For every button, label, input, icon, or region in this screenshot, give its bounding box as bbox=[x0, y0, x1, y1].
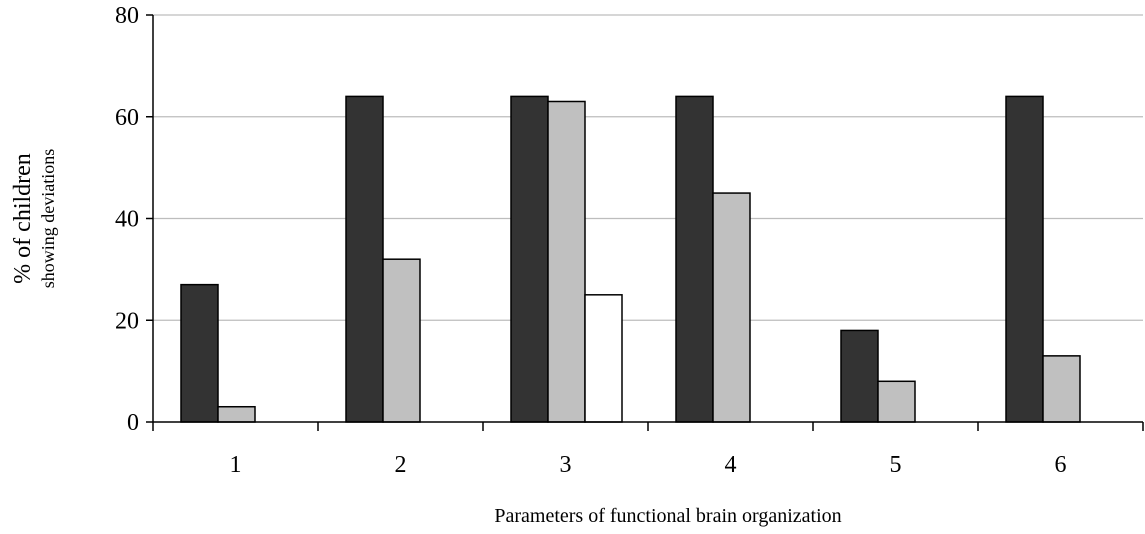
y-tick-label: 80 bbox=[115, 3, 139, 29]
x-tick-label: 5 bbox=[890, 452, 902, 478]
x-tick-label: 3 bbox=[560, 452, 572, 478]
x-tick-label: 4 bbox=[725, 452, 737, 478]
bar-series1-cat5 bbox=[840, 329, 879, 423]
y-axis-title-sub: showing deviations bbox=[38, 149, 58, 289]
gridlines bbox=[153, 14, 1143, 321]
y-tick-label: 0 bbox=[127, 410, 139, 436]
y-tick-label: 40 bbox=[115, 207, 139, 233]
bar-series1-cat1 bbox=[180, 283, 219, 423]
bar-series1-cat2 bbox=[345, 95, 384, 423]
bar-series2-cat2 bbox=[382, 258, 421, 423]
bar-series1-cat6 bbox=[1005, 95, 1044, 423]
x-tick-label: 1 bbox=[230, 452, 242, 478]
x-axis-title: Parameters of functional brain organizat… bbox=[494, 505, 841, 527]
bar-series2-cat1 bbox=[217, 405, 256, 423]
y-axis-title: % of children showing deviations bbox=[10, 149, 58, 289]
bar-series1-cat4 bbox=[675, 95, 714, 423]
bar-series3-cat3 bbox=[584, 294, 623, 423]
y-tick-label: 60 bbox=[115, 105, 139, 131]
bar-series1-cat3 bbox=[510, 95, 549, 423]
bars bbox=[180, 95, 1081, 423]
y-tick-label: 20 bbox=[115, 308, 139, 334]
bar-series2-cat3 bbox=[547, 100, 586, 423]
bar-series2-cat6 bbox=[1042, 355, 1081, 423]
bar-series2-cat4 bbox=[712, 192, 751, 423]
ticks: 0 20 40 60 80 1 2 3 4 5 6 bbox=[115, 3, 1144, 478]
bar-series2-cat5 bbox=[877, 380, 916, 423]
y-axis-title-main: % of children bbox=[10, 153, 36, 284]
x-tick-label: 2 bbox=[395, 452, 407, 478]
x-tick-label: 6 bbox=[1055, 452, 1067, 478]
